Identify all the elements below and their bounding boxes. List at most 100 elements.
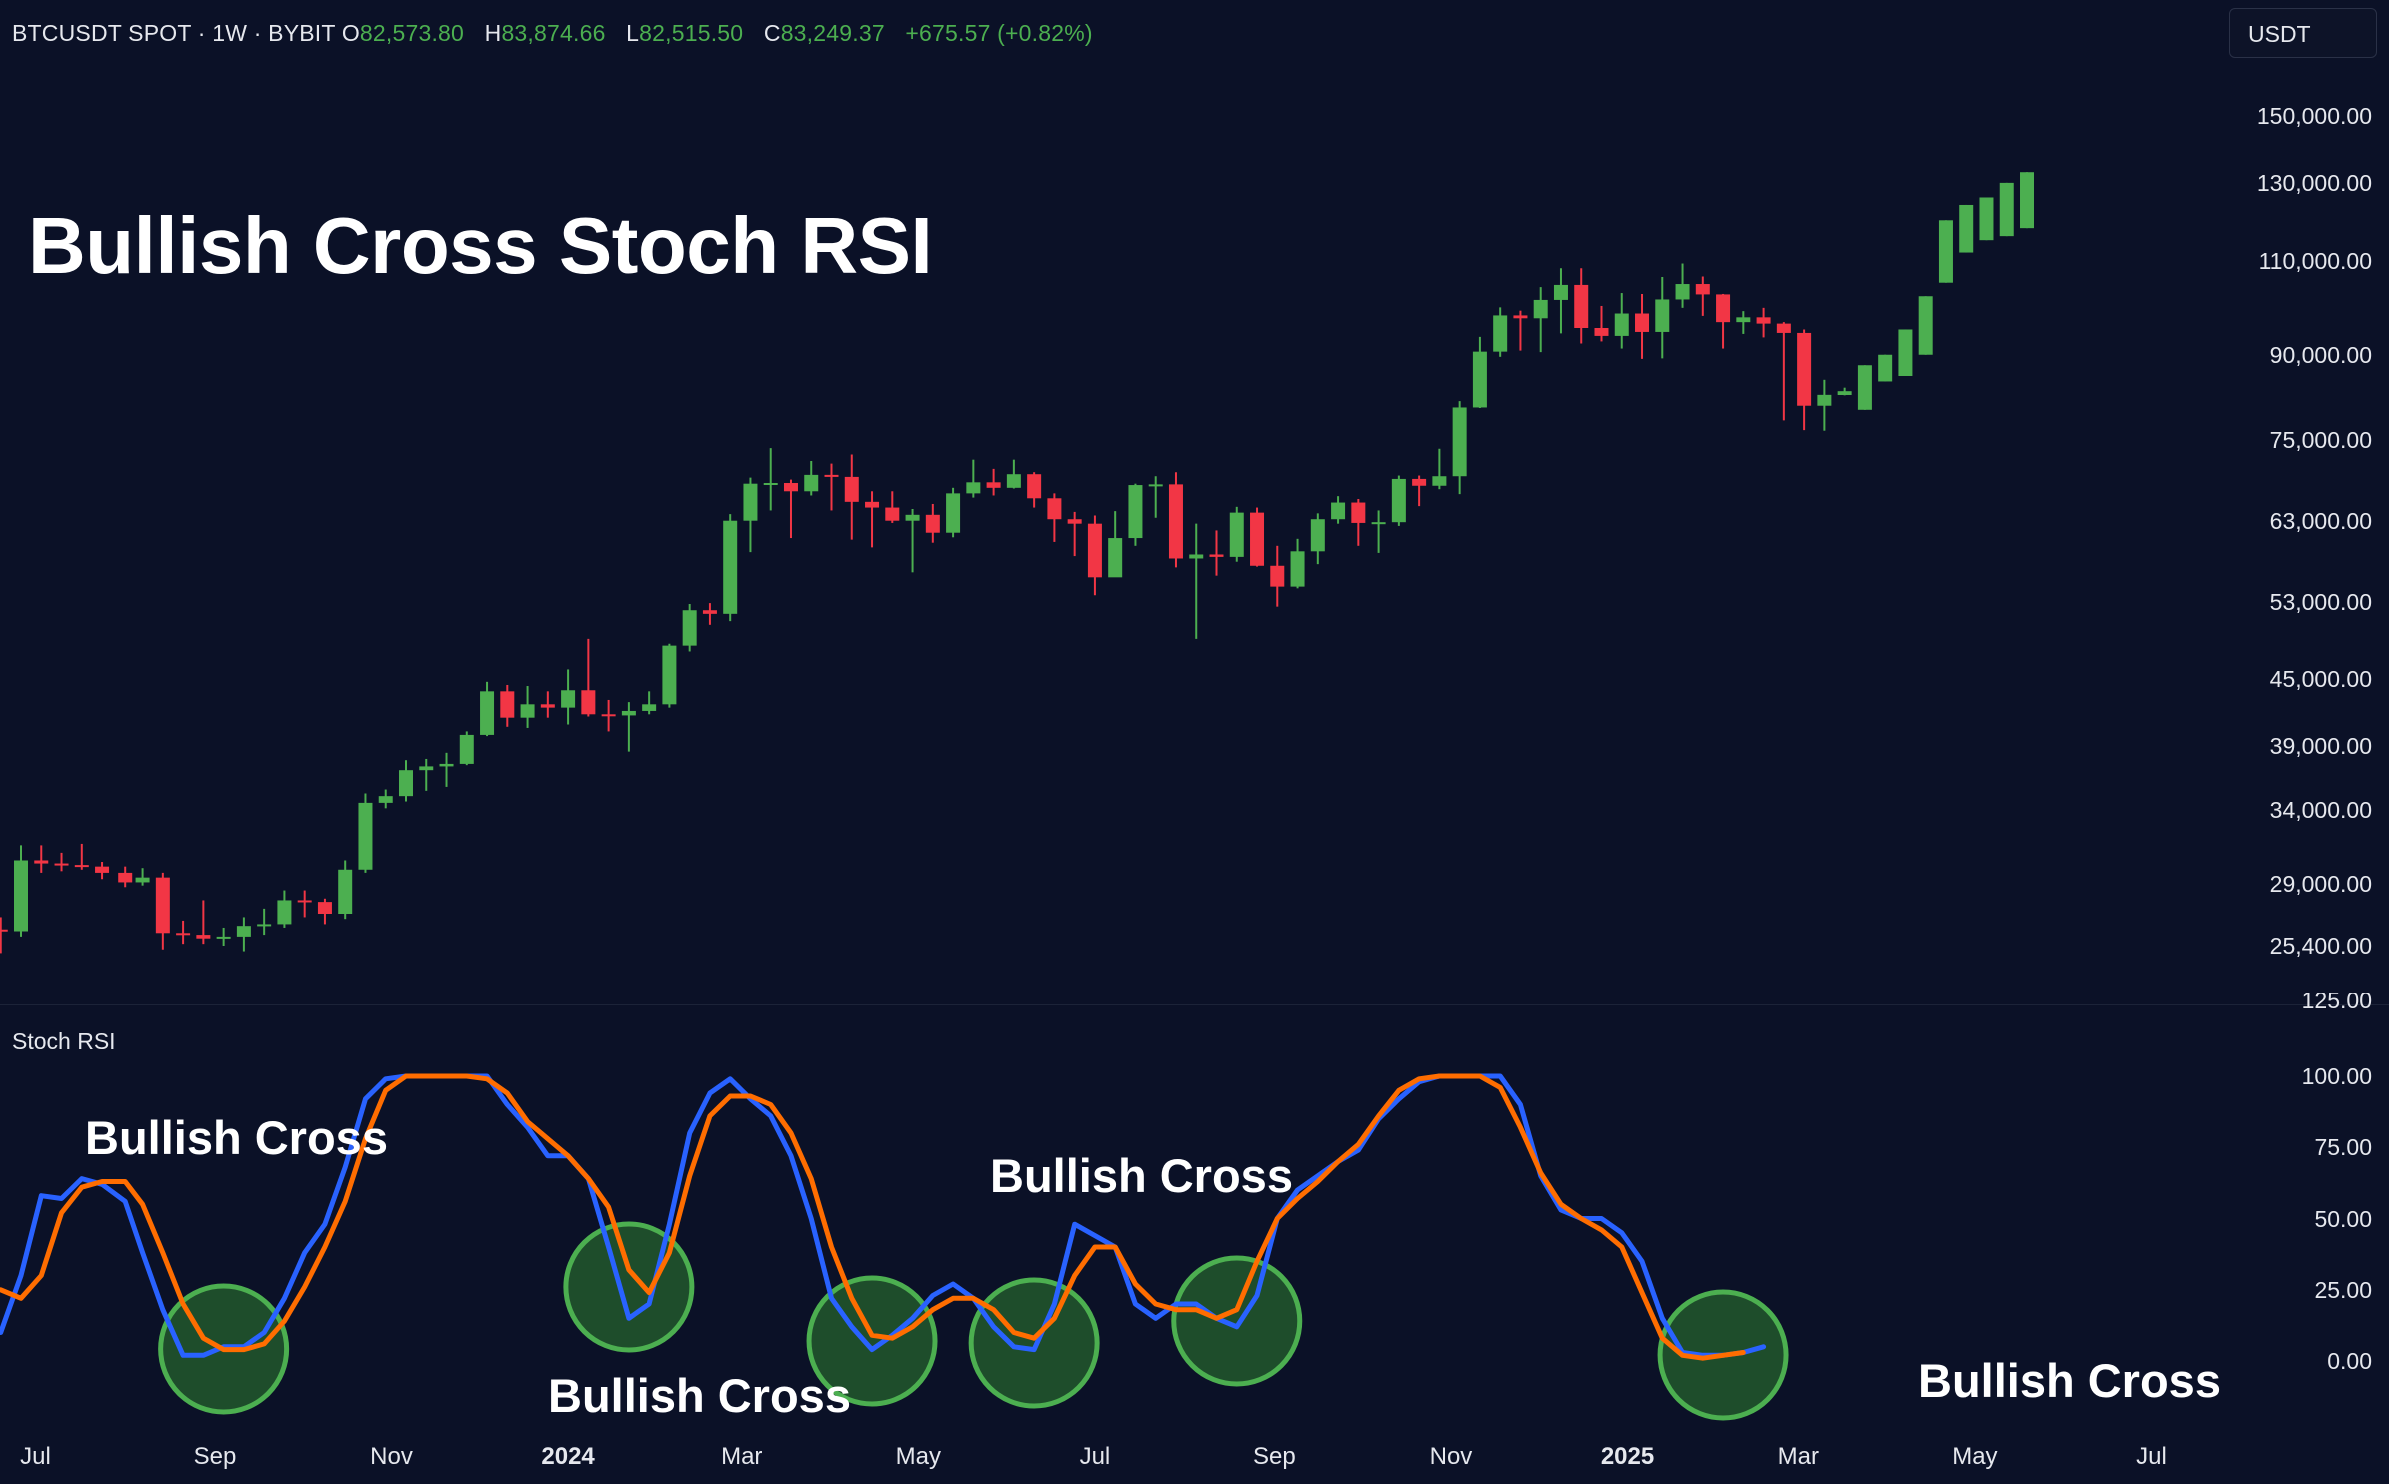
candle[interactable] <box>1918 296 1933 355</box>
candle[interactable] <box>378 789 393 809</box>
candle[interactable] <box>540 691 555 718</box>
candle[interactable] <box>581 638 596 717</box>
candle[interactable] <box>1168 472 1183 568</box>
candle[interactable] <box>1797 329 1812 431</box>
candle[interactable] <box>34 845 49 873</box>
candle[interactable] <box>155 872 170 950</box>
candle[interactable] <box>1857 365 1872 410</box>
candle[interactable] <box>480 681 495 737</box>
candle[interactable] <box>135 868 150 886</box>
candle[interactable] <box>1067 511 1082 557</box>
candle[interactable] <box>783 479 798 539</box>
candle[interactable] <box>1250 507 1265 567</box>
candle[interactable] <box>1837 387 1852 396</box>
candle[interactable] <box>1148 476 1163 518</box>
candle[interactable] <box>277 890 292 928</box>
candle[interactable] <box>1655 276 1670 359</box>
candle[interactable] <box>946 487 961 538</box>
candle[interactable] <box>1938 220 1953 283</box>
candle[interactable] <box>885 491 900 523</box>
indicator-label[interactable]: Stoch RSI <box>12 1028 116 1054</box>
candle[interactable] <box>1695 276 1710 316</box>
currency-button[interactable]: USDT <box>2229 8 2377 58</box>
candle[interactable] <box>723 514 738 622</box>
candle[interactable] <box>118 866 133 888</box>
candle[interactable] <box>1817 379 1832 431</box>
candle[interactable] <box>358 793 373 873</box>
candle[interactable] <box>682 603 697 652</box>
candle[interactable] <box>1412 475 1427 507</box>
candle[interactable] <box>1351 498 1366 546</box>
candle[interactable] <box>459 731 474 766</box>
candle[interactable] <box>1878 354 1893 382</box>
candle[interactable] <box>74 843 89 870</box>
candle[interactable] <box>216 927 231 946</box>
candle[interactable] <box>642 691 657 715</box>
candle[interactable] <box>561 669 576 725</box>
candle[interactable] <box>1533 287 1548 353</box>
candle[interactable] <box>702 603 717 625</box>
candle[interactable] <box>1898 329 1913 376</box>
candle[interactable] <box>2020 172 2035 229</box>
candle[interactable] <box>196 900 211 945</box>
candle[interactable] <box>297 890 312 918</box>
candle[interactable] <box>1594 305 1609 342</box>
candle[interactable] <box>1087 515 1102 596</box>
candle[interactable] <box>338 860 353 920</box>
candle[interactable] <box>1553 268 1568 334</box>
candle[interactable] <box>1675 263 1690 308</box>
candle[interactable] <box>1472 336 1487 409</box>
candle[interactable] <box>621 702 636 752</box>
candle[interactable] <box>844 454 859 540</box>
candle[interactable] <box>1432 448 1447 490</box>
candle[interactable] <box>1108 511 1123 578</box>
candle[interactable] <box>257 908 272 936</box>
candle[interactable] <box>1270 545 1285 607</box>
candle[interactable] <box>1391 475 1406 526</box>
candle[interactable] <box>763 448 778 511</box>
candle[interactable] <box>1736 311 1751 334</box>
candle[interactable] <box>743 477 758 553</box>
candle[interactable] <box>1756 307 1771 338</box>
candle[interactable] <box>1776 322 1791 421</box>
candle[interactable] <box>95 862 110 880</box>
candle[interactable] <box>439 752 454 787</box>
candle[interactable] <box>1027 472 1042 508</box>
candle[interactable] <box>1128 483 1143 546</box>
candle[interactable] <box>1574 268 1589 344</box>
candle[interactable] <box>865 491 880 548</box>
candle[interactable] <box>1999 182 2014 237</box>
candle[interactable] <box>0 917 8 954</box>
candle[interactable] <box>1310 513 1325 565</box>
candle[interactable] <box>1959 204 1974 253</box>
candle[interactable] <box>601 699 616 732</box>
candle[interactable] <box>176 920 191 945</box>
candle[interactable] <box>398 760 413 802</box>
candle[interactable] <box>1229 506 1244 562</box>
candle[interactable] <box>1047 493 1062 542</box>
candle[interactable] <box>662 643 677 708</box>
candle[interactable] <box>1493 307 1508 357</box>
candle[interactable] <box>986 468 1001 496</box>
candle[interactable] <box>1452 401 1467 495</box>
candle[interactable] <box>1513 310 1528 351</box>
candle[interactable] <box>1331 496 1346 524</box>
candle[interactable] <box>804 460 819 496</box>
symbol-name[interactable]: BTCUSDT SPOT · 1W · BYBIT <box>12 20 336 46</box>
candle[interactable] <box>1635 293 1650 359</box>
candle[interactable] <box>1716 293 1731 349</box>
candle[interactable] <box>236 917 251 952</box>
candle[interactable] <box>1979 197 1994 241</box>
candle[interactable] <box>905 509 920 573</box>
candle[interactable] <box>1006 459 1021 489</box>
candle[interactable] <box>317 898 332 925</box>
candle[interactable] <box>824 463 839 511</box>
candle[interactable] <box>14 845 29 937</box>
candle[interactable] <box>1614 293 1629 349</box>
candle[interactable] <box>966 459 981 498</box>
candle[interactable] <box>54 852 69 872</box>
candle[interactable] <box>419 758 434 791</box>
candle[interactable] <box>1209 530 1224 576</box>
candle[interactable] <box>1189 523 1204 639</box>
